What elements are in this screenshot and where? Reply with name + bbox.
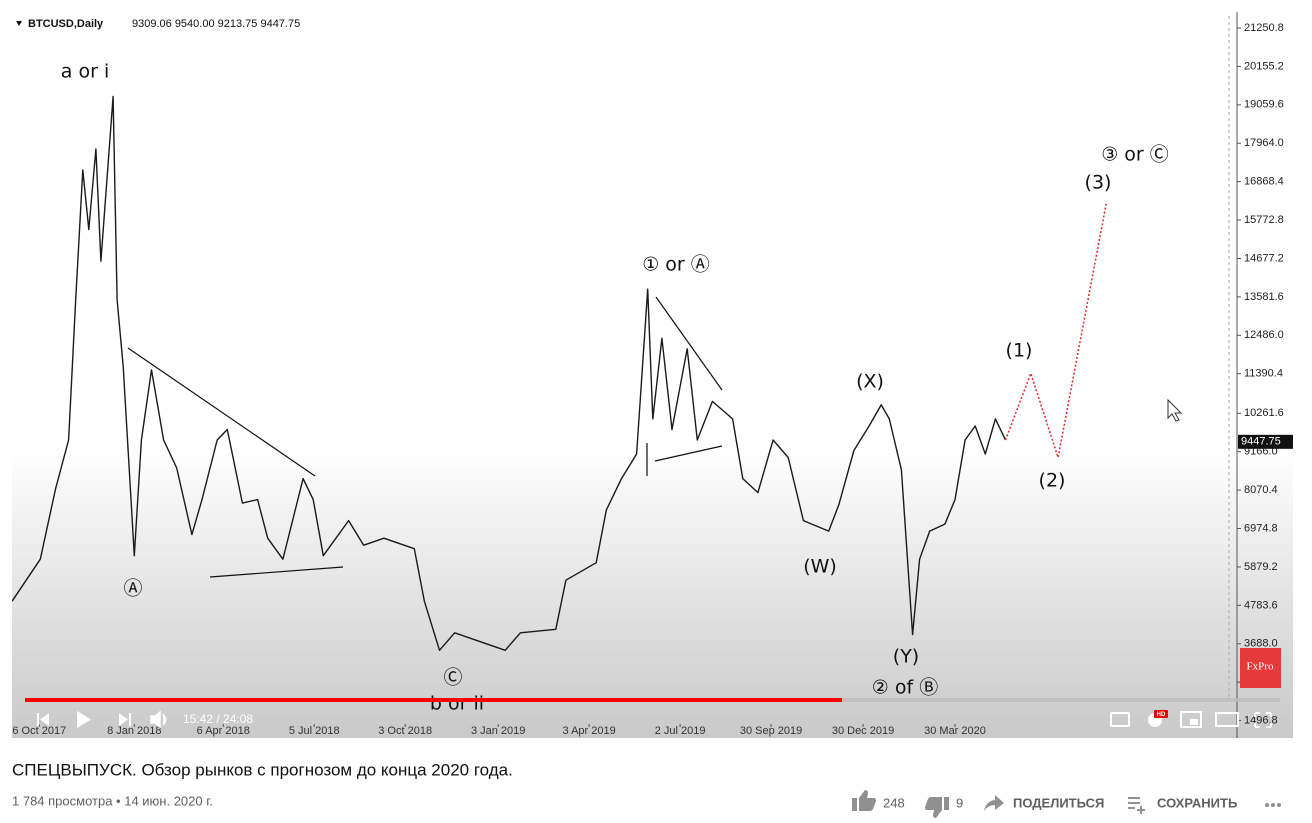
symbol-arrow [16, 21, 22, 26]
y-tick-label: 21250.8 [1244, 22, 1284, 34]
miniplayer-icon [1190, 719, 1198, 725]
dot [1265, 803, 1269, 807]
logo-box [1240, 648, 1281, 688]
video-frame [12, 12, 1293, 738]
x-tick-label: 30 Sep 2019 [740, 725, 802, 737]
wave-label: Ⓐ [123, 578, 142, 600]
ohlc: 9309.06 9540.00 9213.75 9447.75 [132, 18, 300, 30]
save-icon[interactable] [1128, 797, 1145, 814]
progress-played[interactable] [25, 698, 842, 702]
x-tick-label: 3 Jan 2019 [471, 725, 525, 737]
trend-line [654, 445, 723, 462]
x-tick-label: 6 Apr 2018 [197, 725, 250, 737]
like-count: 248 [883, 795, 905, 810]
y-tick-label: 4783.6 [1244, 599, 1278, 611]
wave-label: a or i [61, 61, 109, 83]
y-tick-label: 6974.8 [1244, 522, 1278, 534]
y-tick-label: 15772.8 [1244, 214, 1284, 226]
x-tick-label: 8 Jan 2018 [107, 725, 161, 737]
cursor [1167, 398, 1183, 422]
wave-label: ① or Ⓐ [642, 254, 710, 276]
x-tick-label: 3 Oct 2018 [378, 725, 432, 737]
more-button[interactable] [1265, 803, 1281, 807]
y-tick-label: 11390.4 [1244, 368, 1283, 380]
x-tick-label: 6 Oct 2017 [12, 725, 66, 737]
wave-label: Ⓒ [443, 667, 462, 689]
prev-button[interactable] [37, 713, 49, 726]
play-button[interactable] [77, 711, 91, 728]
dot [1277, 803, 1281, 807]
video-meta: 1 784 просмотра • 14 июн. 2020 г. [12, 793, 213, 808]
like-icon[interactable] [852, 790, 876, 811]
projection-line [1004, 201, 1108, 458]
last-price-label: 9447.75 [1241, 436, 1281, 448]
logo: FxPro [1247, 661, 1274, 673]
wave-label: (2) [1039, 470, 1066, 492]
trend-line [127, 347, 316, 477]
save-button[interactable]: СОХРАНИТЬ [1157, 795, 1237, 810]
x-tick-label: 30 Dec 2019 [832, 725, 894, 737]
y-tick-label: 5879.2 [1244, 561, 1278, 573]
video-title: СПЕЦВЫПУСК. Обзор рынков с прогнозом до … [12, 760, 513, 779]
plot: 21250.8 20155.2 19059.6 17964.0 16868.4 15772… [12, 22, 1293, 737]
theater-button[interactable] [1215, 712, 1239, 727]
dot [1271, 803, 1275, 807]
price-line [12, 95, 1007, 651]
hd-label: HD [1157, 712, 1166, 718]
y-tick-label: 14677.2 [1244, 252, 1284, 264]
y-tick-label: 20155.2 [1244, 60, 1284, 72]
trend-line [655, 296, 723, 391]
hd-badge [1154, 710, 1168, 718]
trend-line [209, 566, 344, 578]
x-tick-label: 30 Mar 2020 [924, 725, 986, 737]
wave-label: (3) [1085, 172, 1112, 194]
next-button[interactable] [119, 713, 131, 726]
wave-label: ③ or Ⓒ [1101, 144, 1169, 166]
y-tick-label: 3688.0 [1244, 638, 1278, 650]
miniplayer-button[interactable] [1180, 711, 1202, 728]
y-tick-label: 10261.6 [1244, 407, 1284, 419]
dislike-count: 9 [956, 795, 963, 810]
trend-lines [127, 296, 723, 578]
y-tick-label: 12486.0 [1244, 329, 1284, 341]
y-tick-label: 16868.4 [1244, 176, 1284, 188]
y-tick-label: 1496.8 [1244, 714, 1278, 726]
volume-button[interactable] [150, 710, 167, 729]
controls: 15:42 / 24:08 HD [37, 710, 1272, 729]
wave-label: b or ii [430, 693, 484, 715]
x-tick-label: 2 Jul 2019 [655, 725, 706, 737]
share-icon[interactable] [984, 795, 1004, 811]
fullscreen-button[interactable] [1254, 712, 1272, 728]
wave-label: (W) [803, 556, 837, 578]
share-button[interactable]: ПОДЕЛИТЬСЯ [1013, 795, 1104, 810]
dislike-icon[interactable] [925, 797, 949, 818]
y-tick-label: 13581.6 [1244, 291, 1284, 303]
y-tick-label: 19059.6 [1244, 99, 1284, 111]
symbol: BTCUSD,Daily [28, 18, 104, 30]
wave-label: (X) [856, 371, 884, 393]
y-tick-label: 17964.0 [1244, 137, 1284, 149]
wave-label: (1) [1006, 340, 1033, 362]
wave-label: (Y) [893, 646, 919, 668]
last-price-tag [1238, 434, 1293, 449]
y-tick-label: 8070.4 [1244, 484, 1278, 496]
x-tick-label: 5 Jul 2018 [289, 725, 340, 737]
x-tick-label: 3 Apr 2019 [563, 725, 616, 737]
subtitles-button[interactable] [1110, 712, 1130, 727]
time: 15:42 / 24:08 [183, 712, 253, 726]
video-player[interactable]: BTCUSD,Daily 9309.06 9540.00 9213.75 944… [12, 12, 1294, 738]
wave-label: ② of Ⓑ [872, 677, 938, 699]
